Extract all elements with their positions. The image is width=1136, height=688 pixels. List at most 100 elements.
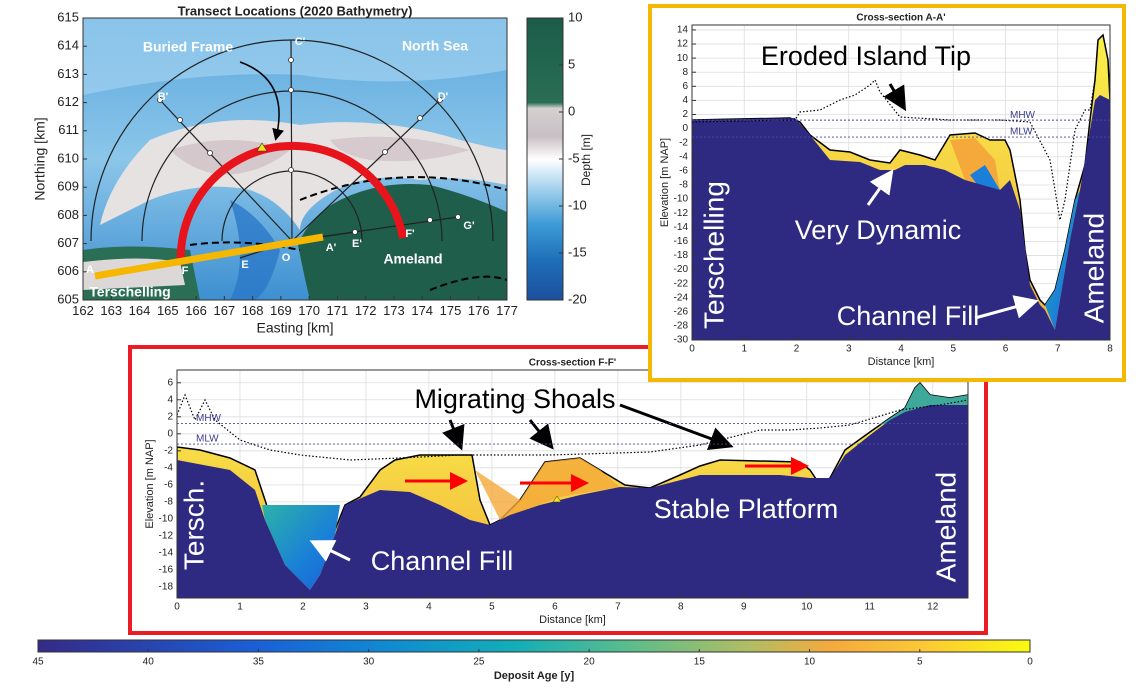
annotation: F' xyxy=(405,228,415,240)
ff-callout-arrows xyxy=(309,403,734,562)
y-tick-label: -30 xyxy=(674,335,689,346)
x-tick-label: 0 xyxy=(689,344,695,355)
x-tick-label: 6 xyxy=(1003,344,1009,355)
annotation: Ameland xyxy=(383,251,442,267)
y-tick-label: 606 xyxy=(57,263,79,278)
x-tick-label: 163 xyxy=(100,303,122,318)
x-tick-label: 8 xyxy=(1107,344,1113,355)
annotation: Buried Frame xyxy=(143,39,233,55)
colorbar-tick-label: 0 xyxy=(568,103,575,118)
x-tick-label: 176 xyxy=(468,303,490,318)
colorbar-tick-label: 40 xyxy=(143,657,155,668)
y-tick-label: 2 xyxy=(167,411,173,422)
colorbar-tick-label: -20 xyxy=(568,291,587,306)
y-tick-label: 0 xyxy=(682,123,688,134)
annotation: D' xyxy=(438,91,449,103)
x-tick-label: 2 xyxy=(300,602,306,613)
x-tick-label: 172 xyxy=(355,303,377,318)
panel-title: Cross-section A-A' xyxy=(856,13,945,24)
colorbar-tick-label: 25 xyxy=(473,657,485,668)
colorbar-tick-label: 10 xyxy=(568,9,582,24)
annotation: Ameland xyxy=(930,472,961,583)
x-tick-label: 3 xyxy=(363,602,369,613)
reference-label: MHW xyxy=(1010,110,1036,121)
y-tick-label: -6 xyxy=(679,166,688,177)
colorbar-tick-label: 45 xyxy=(32,657,44,668)
x-axis-label: Distance [km] xyxy=(539,614,606,626)
axes-frame xyxy=(691,24,1111,341)
x-tick-label: 162 xyxy=(72,303,94,318)
x-tick-label: 168 xyxy=(242,303,264,318)
annotation: O xyxy=(282,252,291,264)
x-tick-label: 165 xyxy=(157,303,179,318)
x-axis-label: Distance [km] xyxy=(868,356,935,368)
y-tick-label: 611 xyxy=(58,122,79,137)
annotation: B' xyxy=(158,91,169,103)
x-tick-label: 11 xyxy=(865,602,876,613)
axes-frame xyxy=(176,369,969,599)
y-tick-label: -8 xyxy=(164,497,173,508)
y-tick-label: -26 xyxy=(674,306,689,317)
annotation: Tersch. xyxy=(178,480,209,570)
depth-colorbar xyxy=(526,17,564,301)
y-tick-label: 4 xyxy=(682,95,688,106)
y-tick-label: -2 xyxy=(679,137,688,148)
annotation: Very Dynamic xyxy=(795,215,962,245)
x-tick-label: 169 xyxy=(270,303,292,318)
annotation: North Sea xyxy=(402,38,468,54)
y-tick-label: -14 xyxy=(674,222,689,233)
x-tick-label: 1 xyxy=(237,602,243,613)
aa-callout-arrows xyxy=(866,83,1039,320)
colorbar-tick-label: 30 xyxy=(363,657,375,668)
y-tick-label: 0 xyxy=(167,428,173,439)
y-tick-label: 613 xyxy=(57,66,79,81)
x-tick-label: 8 xyxy=(678,602,684,613)
reference-label: MLW xyxy=(1010,127,1033,138)
y-tick-label: 615 xyxy=(57,9,79,24)
x-axis-label: Easting [km] xyxy=(256,319,333,335)
y-tick-label: 605 xyxy=(57,291,79,306)
x-tick-label: 5 xyxy=(950,344,956,355)
x-tick-label: 1 xyxy=(741,344,747,355)
y-tick-label: -22 xyxy=(674,278,689,289)
reference-label: MHW xyxy=(196,413,222,424)
x-tick-label: 2 xyxy=(794,344,800,355)
y-axis-label: Northing [km] xyxy=(32,117,48,200)
annotation: E' xyxy=(352,238,362,250)
y-tick-label: -20 xyxy=(674,264,689,275)
colorbar-label: Deposit Age [y] xyxy=(494,670,575,682)
annotation: Ameland xyxy=(1078,213,1109,324)
y-tick-label: 6 xyxy=(167,377,173,388)
y-tick-label: -24 xyxy=(674,292,689,303)
y-tick-label: -16 xyxy=(159,565,174,576)
annotation: E xyxy=(241,259,248,271)
y-tick-label: -4 xyxy=(164,462,173,473)
annotation: A' xyxy=(326,242,337,254)
colorbar-tick-label: 35 xyxy=(253,657,265,668)
x-tick-label: 0 xyxy=(174,602,180,613)
y-tick-label: 6 xyxy=(682,81,688,92)
x-tick-label: 177 xyxy=(496,303,518,318)
x-tick-label: 9 xyxy=(741,602,747,613)
annotation: C' xyxy=(295,36,306,48)
x-tick-label: 7 xyxy=(615,602,621,613)
x-tick-label: 175 xyxy=(440,303,462,318)
x-tick-label: 173 xyxy=(383,303,405,318)
colorbar-tick-label: -15 xyxy=(568,244,587,259)
age-colorbar-panel: 45 40 35 30 25 20 15 10 5 0 Deposit Age [y] xyxy=(32,639,1033,682)
x-tick-label: 7 xyxy=(1055,344,1061,355)
bathymetry xyxy=(83,18,507,300)
y-tick-label: -4 xyxy=(679,151,688,162)
x-tick-label: 4 xyxy=(898,344,904,355)
axes-frame xyxy=(82,17,508,301)
x-tick-label: 3 xyxy=(846,344,852,355)
annotation: Channel Fill xyxy=(837,301,980,331)
colorbar-label: Depth [m] xyxy=(579,134,593,186)
x-tick-label: 166 xyxy=(185,303,207,318)
y-tick-label: 609 xyxy=(57,179,79,194)
panel-title: Transect Locations (2020 Bathymetry) xyxy=(178,3,413,18)
x-tick-label: 4 xyxy=(426,602,432,613)
y-tick-label: 610 xyxy=(57,150,79,165)
y-tick-label: -16 xyxy=(674,236,689,247)
